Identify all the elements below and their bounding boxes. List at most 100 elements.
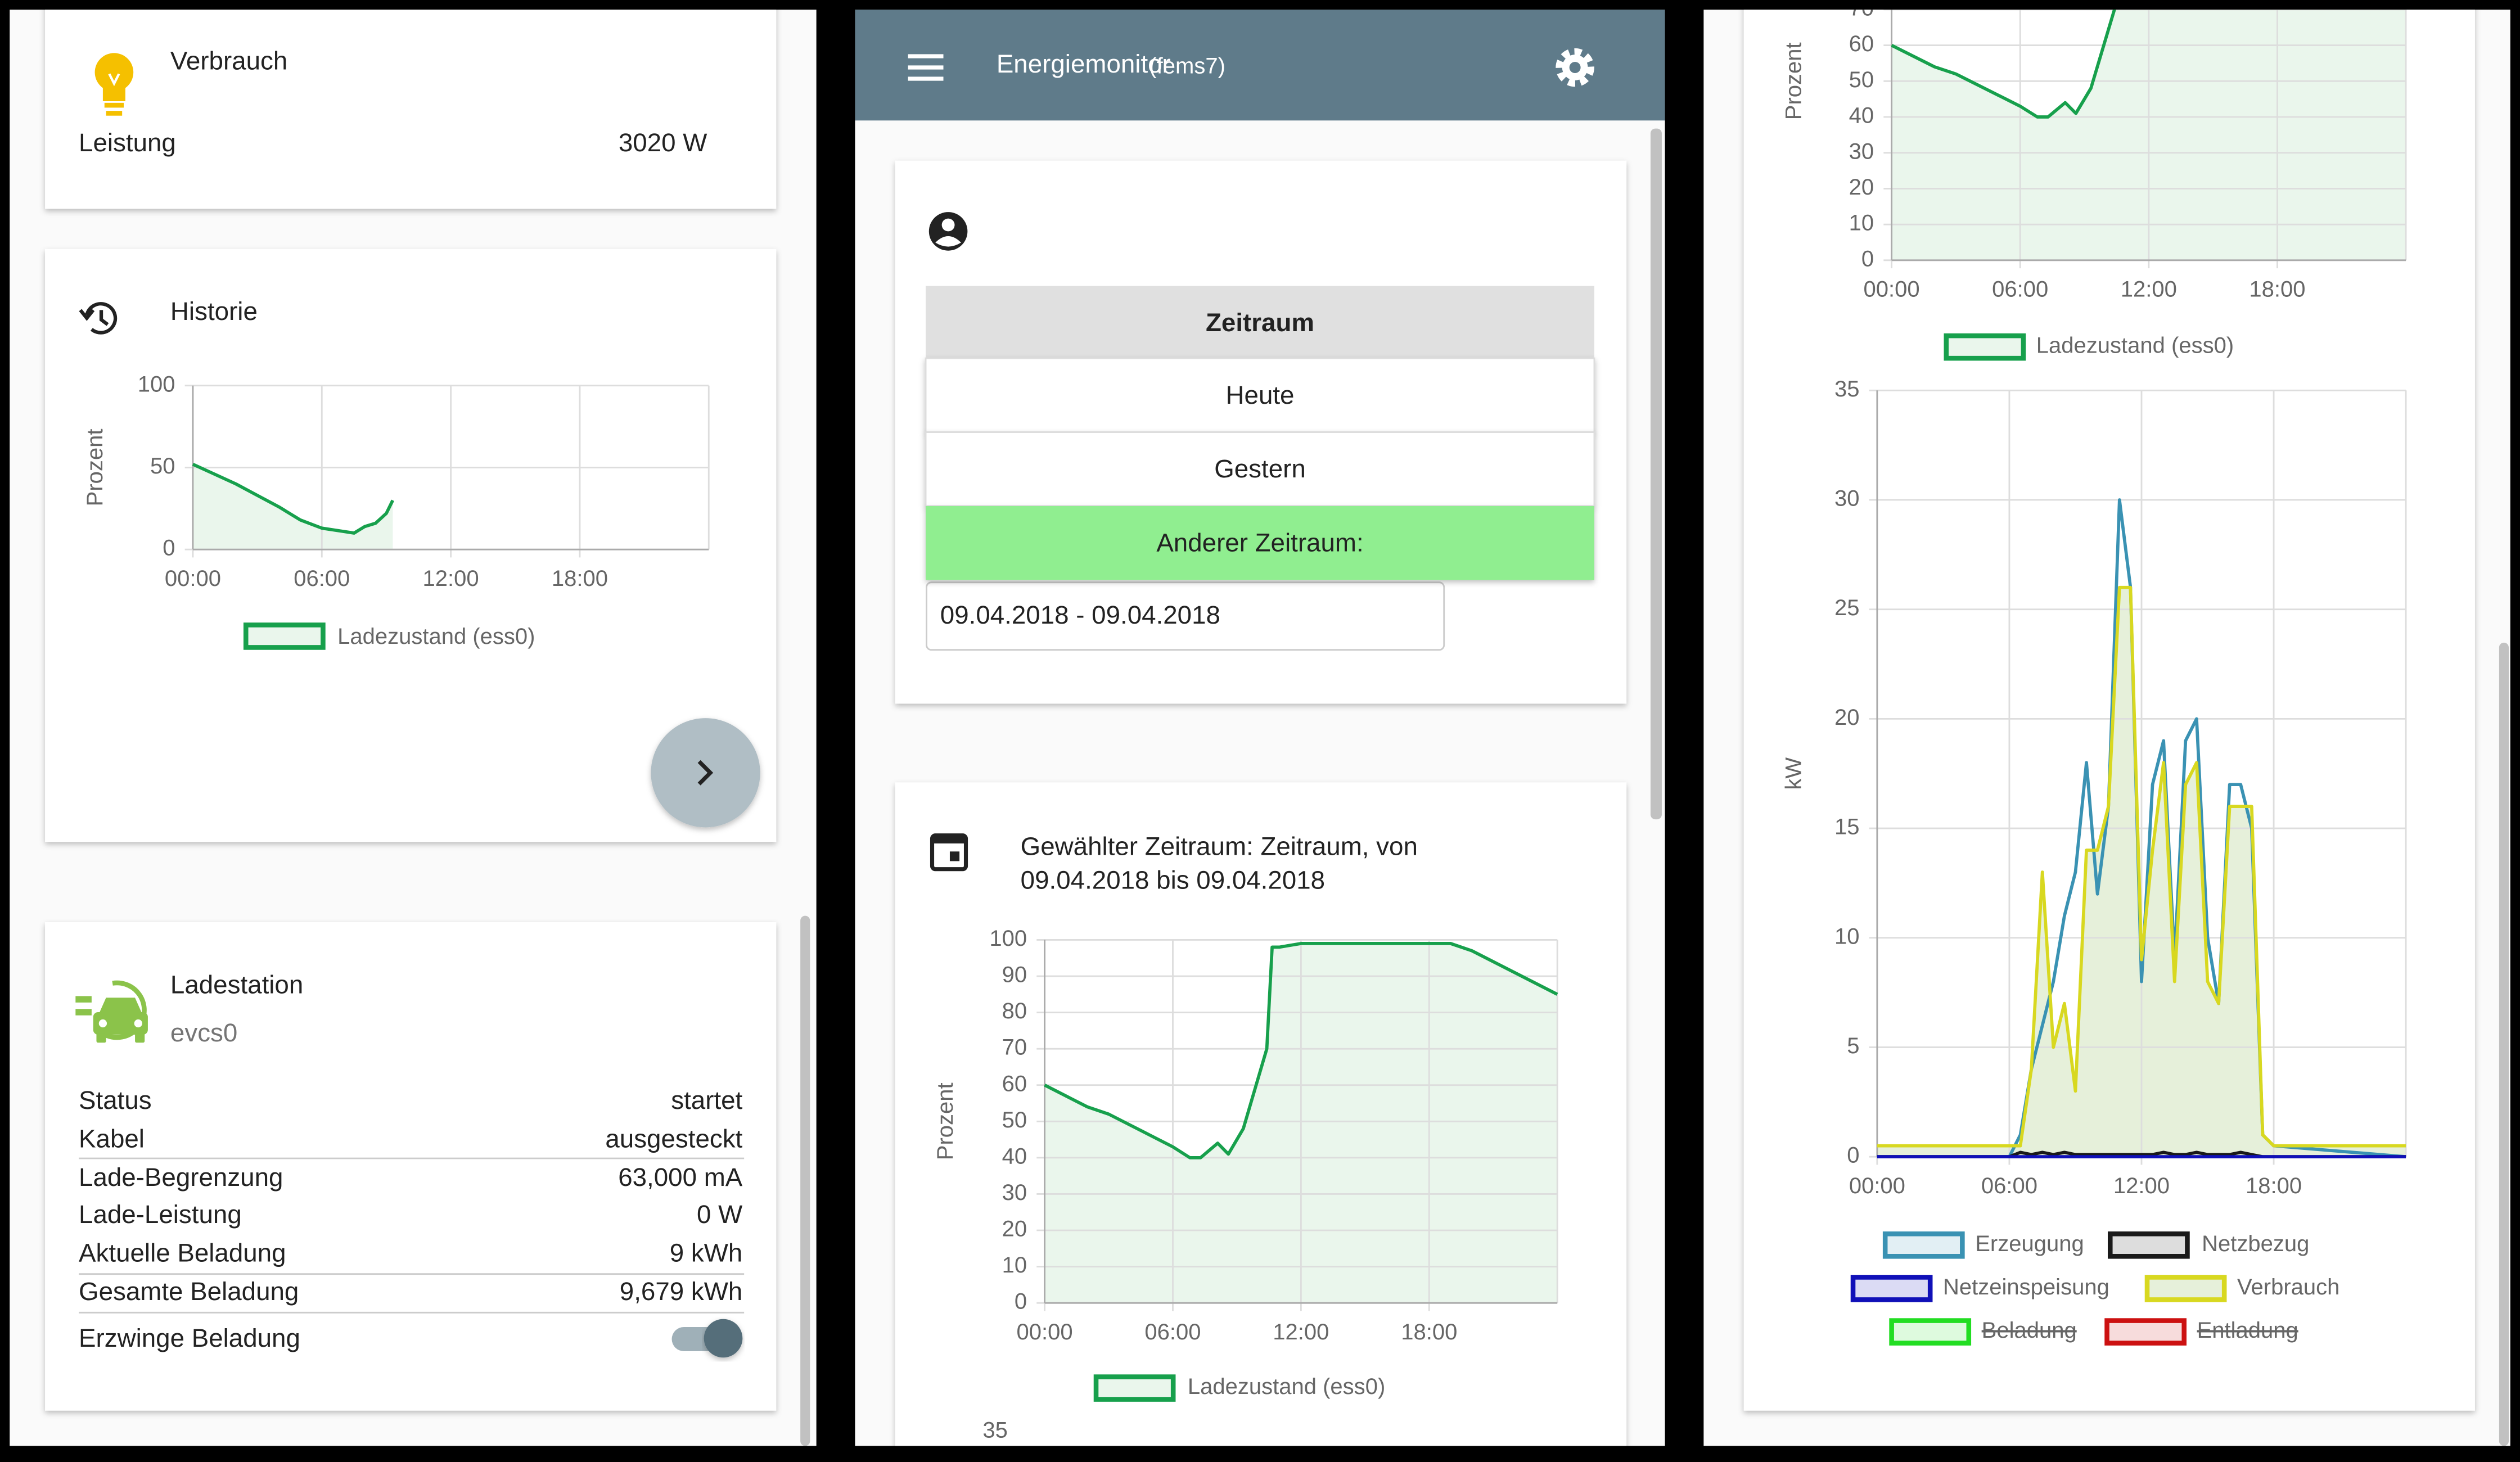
legend-label[interactable]: Ladezustand (ess0) (337, 624, 535, 649)
menu-icon[interactable] (908, 54, 944, 81)
toggle-knob[interactable] (704, 1319, 743, 1358)
legend-label[interactable]: Ladezustand (ess0) (1188, 1374, 1385, 1399)
y-tick-label: 30 (1002, 1180, 1027, 1205)
y-tick-label: 40 (1002, 1144, 1027, 1168)
card-title: 09.04.2018 bis 09.04.2018 (1021, 866, 1325, 895)
x-tick-label: 06:00 (1981, 1174, 2037, 1198)
next-button[interactable] (651, 718, 760, 828)
y-tick-label: 50 (1849, 67, 1874, 92)
legend-swatch (1944, 333, 2026, 361)
settings-icon[interactable] (1556, 48, 1594, 87)
scrollbar[interactable] (800, 915, 810, 1446)
x-tick-label: 06:00 (1144, 1320, 1201, 1344)
row-label: Gesamte Beladung (79, 1277, 299, 1306)
period-option-label[interactable]: Heute (1226, 381, 1295, 409)
x-tick-label: 00:00 (165, 566, 221, 591)
legend-label[interactable]: Netzeinspeisung (1943, 1275, 2109, 1299)
y-tick-label: 30 (1849, 139, 1874, 164)
card-title: Verbrauch (170, 47, 287, 75)
legend-label[interactable]: Verbrauch (2237, 1275, 2339, 1299)
row-value: ausgesteckt (605, 1125, 742, 1153)
row-label: Kabel (79, 1125, 145, 1153)
legend-swatch (2144, 1275, 2227, 1302)
area (192, 464, 393, 550)
legend-swatch (2107, 1231, 2190, 1259)
y-tick-label: 5 (1847, 1034, 1859, 1058)
account-icon (928, 212, 968, 251)
period-option-label[interactable]: Anderer Zeitraum: (1156, 529, 1363, 557)
chart: 0 10 20 30 40 50 60 70 00:00 06:00 12:00 18:00 Proze… (1782, 10, 2407, 361)
period-heading: Zeitraum (1206, 308, 1314, 337)
legend-label[interactable]: Netzbezug (2202, 1231, 2309, 1256)
date-input[interactable] (926, 581, 1445, 651)
chart: 0 5 10 15 20 25 30 35 00:00 06:00 12:00 18:00 kW Erze… (1782, 377, 2407, 1346)
y-tick-label: 90 (1002, 963, 1027, 987)
y-axis-label: Prozent (1782, 42, 1806, 120)
row-value: 63,000 mA (618, 1163, 743, 1192)
series-line (1891, 10, 2116, 119)
row-value: 9,679 kWh (620, 1277, 743, 1306)
period-option[interactable] (926, 506, 1594, 580)
y-tick-label: 35 (1834, 377, 1860, 401)
legend-swatch (1882, 1231, 1965, 1259)
y-tick-label: 0 (1847, 1143, 1859, 1168)
series-line (1877, 498, 2406, 1158)
y-tick-label: 60 (1002, 1071, 1027, 1096)
x-tick-label: 12:00 (2121, 277, 2177, 302)
legend-swatch (1850, 1275, 1933, 1302)
x-tick-label: 00:00 (1864, 277, 1920, 302)
legend-label[interactable]: Ladezustand (ess0) (2036, 333, 2234, 358)
card-title: Ladestation (170, 970, 303, 999)
row-label: Lade-Leistung (79, 1200, 242, 1229)
y-tick-label: 0 (1015, 1289, 1027, 1314)
row-value: 3020 W (619, 128, 707, 157)
y-tick-label: 10 (1849, 211, 1874, 236)
y-axis-label: Prozent (83, 429, 107, 507)
legend-swatch (243, 622, 326, 650)
bulb-icon (94, 53, 134, 116)
y-tick-label: 20 (1849, 175, 1874, 200)
row-value: 9 kWh (670, 1239, 743, 1267)
calendar-icon (930, 833, 968, 872)
legend-swatch (1889, 1318, 1972, 1346)
y-tick-label: 100 (138, 372, 175, 396)
x-tick-label: 18:00 (2249, 277, 2305, 302)
x-tick-label: 12:00 (2113, 1174, 2170, 1198)
row-label: Aktuelle Beladung (79, 1239, 286, 1267)
legend-swatch (1093, 1374, 1176, 1402)
legend-label[interactable]: Erzeugung (1975, 1231, 2084, 1256)
x-tick-label: 18:00 (552, 566, 608, 591)
chart: 0 10 20 30 40 50 60 70 80 90 100 00:00 06:00 12:00 18:… (933, 926, 1558, 1402)
series-line (1877, 1150, 2406, 1158)
period-option-label[interactable]: Gestern (1214, 454, 1306, 483)
toolbar (855, 10, 1665, 121)
y-tick-label: 40 (1849, 103, 1874, 128)
y-tick-label: 80 (1002, 999, 1027, 1023)
y-axis-label: Prozent (933, 1082, 958, 1160)
x-tick-label: 18:00 (1401, 1320, 1457, 1344)
period-option[interactable] (925, 431, 1595, 507)
scrollbar[interactable] (2499, 642, 2509, 1446)
series-line (1044, 942, 1558, 1159)
y-tick-label: 50 (150, 454, 175, 479)
x-tick-label: 00:00 (1016, 1320, 1072, 1344)
y-axis-label: kW (1782, 757, 1806, 790)
card-title: Historie (170, 297, 258, 326)
legend-label[interactable]: Beladung (1982, 1318, 2077, 1343)
y-tick-label: 10 (1834, 924, 1860, 949)
chart: 0 50 100 00:00 06:00 12:00 18:00 Prozent Ladezus… (83, 372, 710, 650)
row-separators (79, 1157, 745, 1314)
scrollbar[interactable] (1650, 128, 1662, 820)
legend-label[interactable]: Entladung (2197, 1318, 2298, 1343)
row-label: Leistung (79, 128, 176, 157)
card-subtitle: evcs0 (170, 1018, 237, 1047)
row-value: 0 W (697, 1200, 742, 1229)
y-tick-label: 35 (982, 1418, 1008, 1442)
y-tick-label: 0 (1861, 246, 1874, 271)
legend-swatch (2104, 1318, 2187, 1346)
x-tick-label: 06:00 (294, 566, 350, 591)
y-tick-label: 10 (1002, 1253, 1027, 1278)
row-label: Status (79, 1086, 152, 1114)
